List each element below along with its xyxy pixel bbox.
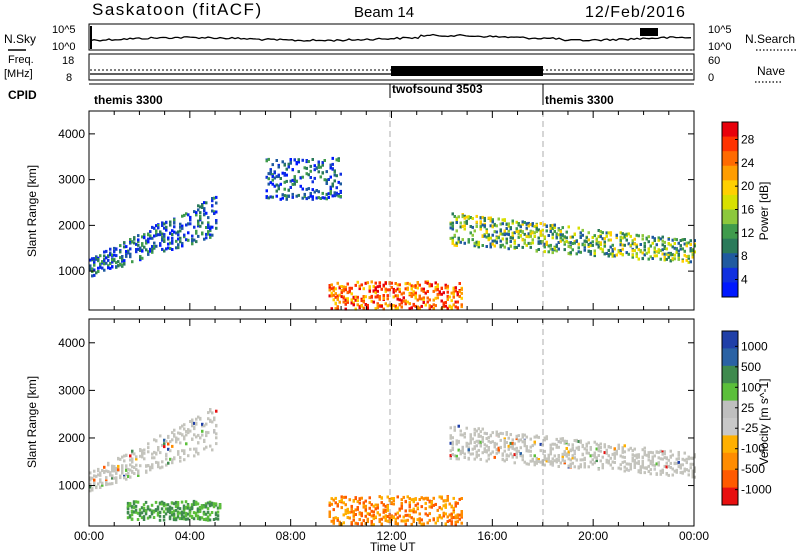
beam-label: Beam 14 [354,4,414,21]
velocity-xticks-label-4: 16:00 [477,529,507,543]
nsky-panel: N.Sky 10^5 10^0 10^5 10^0 N.Search [4,23,796,53]
nsearch-label: N.Search [745,32,795,46]
velocity-yticks-label-0: 1000 [58,479,85,493]
cpid-segment-1: themis 3300 [94,93,163,107]
power-colorbar-tick-0: 28 [741,133,755,147]
power-panel: 1000 2000 3000 4000 Slant Range [km] [25,110,696,311]
power-echo-field [89,156,696,311]
velocity-xticks-label-6: 00:00 [679,529,709,543]
nave-top-tick: 60 [708,55,720,67]
velocity-yticks-label-1: 2000 [58,431,85,445]
velocity-yticks-label-2: 3000 [58,383,85,397]
nave-dense-block [391,66,543,76]
cpid-segment-3: themis 3300 [545,93,614,107]
freq-unit: [MHz] [4,68,33,80]
nsearch-bottom-tick: 10^0 [708,41,732,53]
nsky-bottom-tick: 10^0 [52,41,76,53]
velocity-colorbar-label: Velocity [m s^-1] [757,379,771,466]
velocity-panel: 1000 2000 3000 4000 00:00 04:00 08:00 12:00 16:… [25,318,709,554]
power-colorbar-label: Power [dB] [757,182,771,241]
velocity-x-ticks: 00:00 04:00 08:00 12:00 16:00 20:00 00:00 [74,319,709,543]
freq-label: Freq. [8,54,34,66]
nsky-top-tick: 10^5 [52,24,76,36]
nave-bottom-tick: 0 [708,72,714,84]
velocity-colorbar-tick-5: -100 [741,442,765,456]
power-colorbar-tick-6: 4 [741,273,748,287]
freq-panel: Freq. [MHz] 18 8 60 0 Nave [4,53,785,84]
velocity-colorbar-tick-4: -25 [741,421,759,435]
velocity-echo-field [89,408,696,527]
power-colorbar-tick-2: 20 [741,179,755,193]
nsearch-top-tick: 10^5 [708,24,732,36]
time-axis-label: Time UT [370,540,416,554]
nave-label: Nave [757,64,785,78]
nsky-trace [90,26,692,49]
velocity-xticks-label-5: 20:00 [578,529,608,543]
velocity-colorbar: 1000 500 100 25 -25 -100 -500 -1000 [721,330,772,506]
velocity-xticks-label-2: 08:00 [276,529,306,543]
power-colorbar-tick-3: 16 [741,203,755,217]
cpid-segment-2: twofsound 3503 [392,82,483,96]
velocity-colorbar-tick-7: -1000 [741,483,772,497]
plot-title: Saskatoon (fitACF) [92,0,263,19]
nsky-label: N.Sky [4,32,36,46]
velocity-colorbar-tick-6: -500 [741,462,765,476]
cpid-label: CPID [8,88,37,102]
velocity-colorbar-tick-0: 1000 [741,339,768,353]
velocity-xticks-label-3: 12:00 [376,529,406,543]
freq-top-tick: 18 [62,55,74,67]
velocity-y-ticks: 1000 2000 3000 4000 [58,336,694,493]
cpid-row: CPID themis 3300 twofsound 3503 themis 3… [8,82,694,107]
velocity-xticks-label-0: 00:00 [74,529,104,543]
power-ylabel: Slant Range [km] [25,165,39,257]
power-colorbar-tick-1: 24 [741,156,755,170]
power-x-ticks [88,111,695,310]
velocity-ylabel: Slant Range [km] [25,376,39,468]
velocity-colorbar-tick-2: 100 [741,380,761,394]
velocity-yticks-label-3: 4000 [58,336,85,350]
velocity-colorbar-tick-1: 500 [741,360,761,374]
power-colorbar-tick-5: 8 [741,249,748,263]
power-colorbar-tick-4: 12 [741,226,755,240]
power-yticks-label-2: 3000 [58,173,85,187]
date-label: 12/Feb/2016 [585,4,686,21]
power-y-ticks: 1000 2000 3000 4000 [58,127,694,278]
power-colorbar: 28 24 20 16 12 8 4 [721,121,755,298]
velocity-xticks-label-1: 04:00 [175,529,205,543]
power-yticks-label-3: 4000 [58,127,85,141]
power-yticks-label-0: 1000 [58,264,85,278]
freq-bottom-tick: 8 [66,72,72,84]
power-yticks-label-1: 2000 [58,218,85,232]
velocity-colorbar-tick-3: 25 [741,401,755,415]
